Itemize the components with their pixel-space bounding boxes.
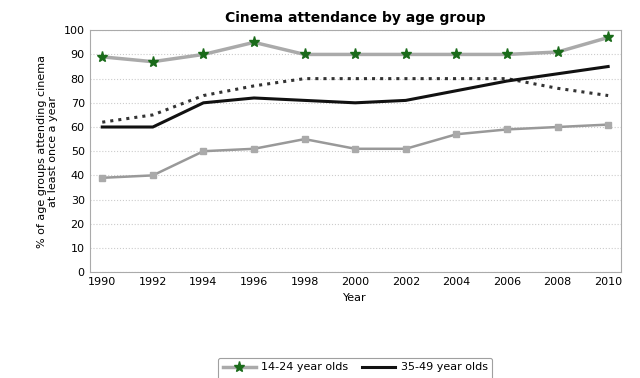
Legend: 14-24 year olds, 25-34 year olds, 35-49 year olds, 50+ year olds: 14-24 year olds, 25-34 year olds, 35-49 … [218, 358, 492, 378]
Y-axis label: % of age groups attending cinema
at least once a year: % of age groups attending cinema at leas… [36, 55, 58, 248]
Title: Cinema attendance by age group: Cinema attendance by age group [225, 11, 486, 25]
X-axis label: Year: Year [344, 293, 367, 302]
